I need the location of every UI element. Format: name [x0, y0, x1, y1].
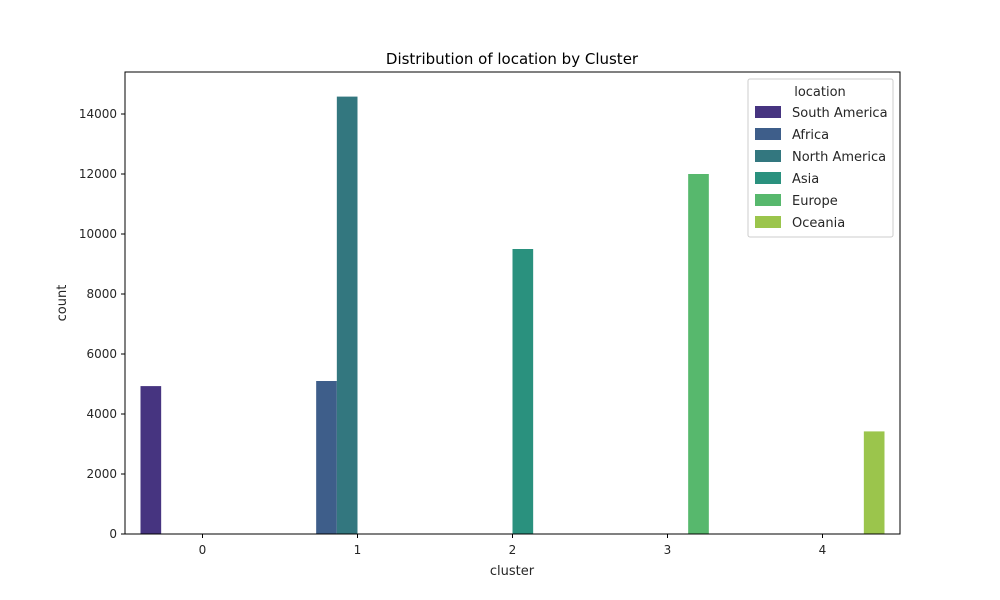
chart-title: Distribution of location by Cluster: [386, 50, 639, 68]
legend-box: [747, 78, 894, 238]
legend-label: South America: [792, 106, 888, 121]
y-tick-label: 10000: [79, 227, 117, 241]
y-axis-ticks: 0 2000 4000 6000 8000 10000 12000 14000: [79, 107, 125, 541]
bar-north-america-cluster-1: [336, 96, 358, 534]
legend-swatch: [755, 194, 781, 206]
legend: location South America Africa North Americ…: [747, 78, 894, 238]
x-tick-label: 1: [354, 543, 362, 557]
x-tick-label: 4: [819, 543, 827, 557]
legend-swatch: [755, 106, 781, 118]
bar-europe-cluster-3: [688, 174, 709, 534]
legend-label: North America: [792, 150, 886, 165]
bar-africa-cluster-1: [316, 381, 337, 534]
x-tick-label: 2: [509, 543, 517, 557]
y-tick-label: 8000: [86, 287, 117, 301]
legend-label: Europe: [792, 194, 838, 209]
legend-swatch: [755, 128, 781, 140]
x-tick-label: 0: [199, 543, 207, 557]
legend-title: location: [794, 85, 846, 100]
y-axis-label: count: [55, 285, 70, 322]
legend-label: Oceania: [792, 216, 845, 231]
legend-label: Asia: [792, 172, 819, 187]
legend-swatch: [755, 172, 781, 184]
x-axis-label: cluster: [490, 564, 535, 579]
x-axis-ticks: 0 1 2 3 4: [199, 534, 827, 557]
y-tick-label: 4000: [86, 407, 117, 421]
legend-items: South America Africa North America Asia Euro…: [755, 106, 888, 231]
legend-label: Africa: [792, 128, 829, 143]
y-tick-label: 0: [109, 527, 117, 541]
bar-oceania-cluster-4: [863, 431, 885, 534]
legend-swatch: [755, 216, 781, 228]
bars-layer: [140, 96, 885, 534]
y-tick-label: 14000: [79, 107, 117, 121]
x-tick-label: 3: [664, 543, 672, 557]
y-tick-label: 6000: [86, 347, 117, 361]
y-tick-label: 2000: [86, 467, 117, 481]
y-tick-label: 12000: [79, 167, 117, 181]
bar-asia-cluster-2: [512, 249, 534, 534]
bar-south-america-cluster-0: [140, 386, 162, 534]
legend-swatch: [755, 150, 781, 162]
